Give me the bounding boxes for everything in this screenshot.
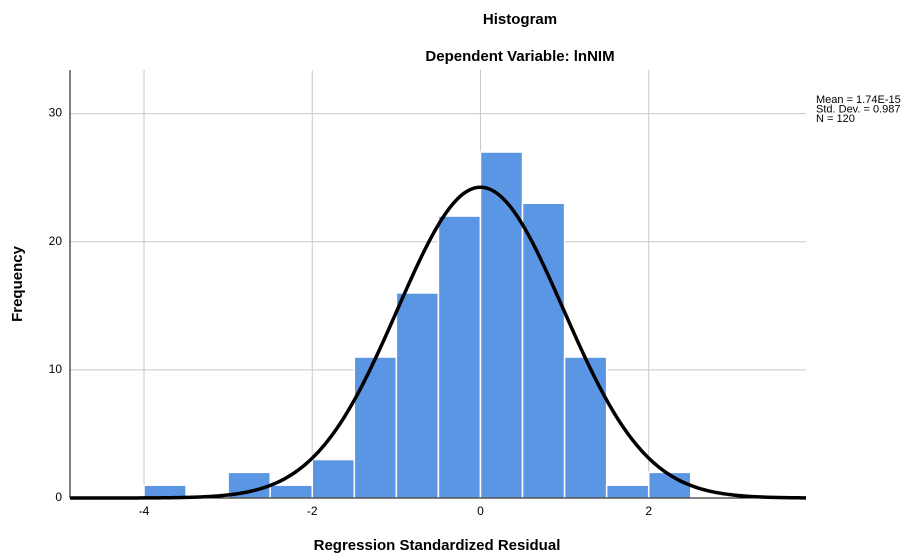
y-tick-label: 20 (49, 234, 63, 248)
x-tick-label: 0 (477, 504, 484, 518)
x-tick-label: 2 (645, 504, 652, 518)
y-tick-label: 30 (49, 106, 63, 120)
bar (395, 292, 440, 499)
y-tick-label: 0 (55, 490, 62, 504)
chart-subtitle: Dependent Variable: lnNIM (425, 48, 614, 65)
bar (269, 484, 313, 499)
bar (353, 356, 398, 499)
x-tick-label: -2 (307, 504, 318, 518)
bar (563, 356, 608, 499)
stat-label: Mean = 1.74E-15 (816, 94, 901, 106)
normal-curve (70, 185, 807, 500)
bar (311, 458, 356, 499)
bar (521, 202, 566, 499)
y-axis-label: Frequency (9, 245, 26, 322)
stat-label: N = 120 (816, 113, 855, 125)
x-axis-label: Regression Standardized Residual (314, 537, 561, 554)
chart-title: Histogram (483, 11, 557, 28)
bar (479, 151, 524, 499)
stat-label: Std. Dev. = 0.987 (816, 103, 901, 115)
y-tick-label: 10 (49, 362, 63, 376)
bar (437, 215, 482, 499)
bar (605, 484, 650, 499)
x-tick-label: -4 (139, 504, 150, 518)
